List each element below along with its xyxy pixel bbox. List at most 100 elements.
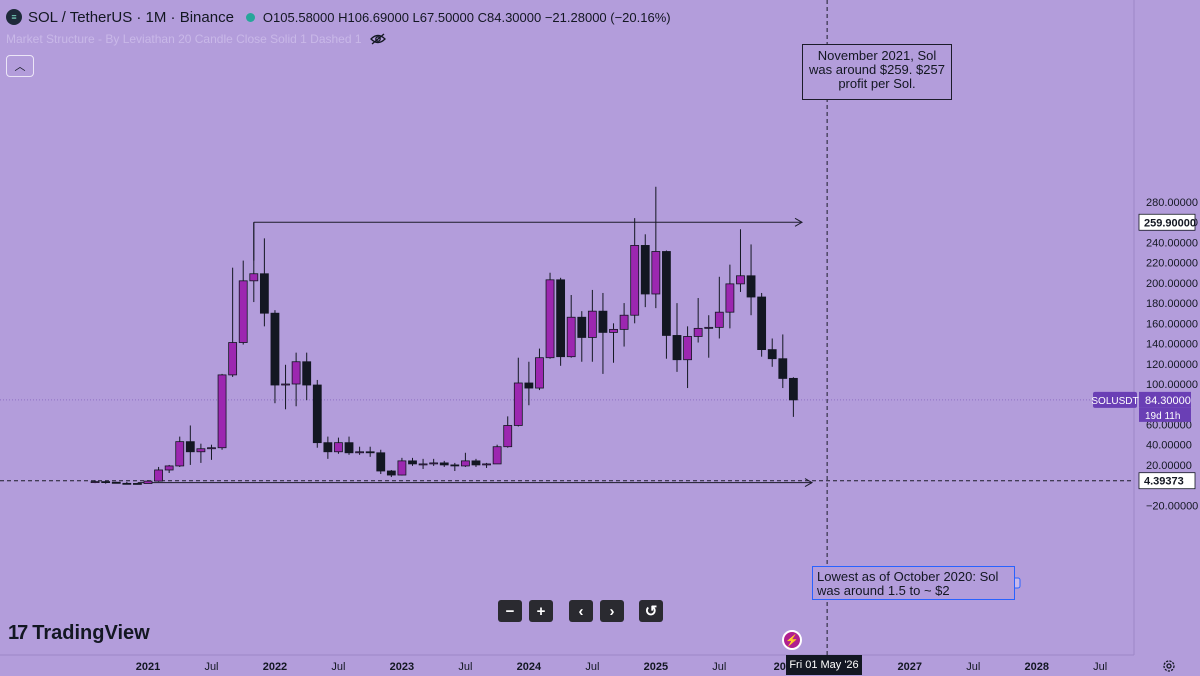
reset-chart-button[interactable]: ↺ — [639, 600, 663, 622]
tradingview-logo-icon: 17 — [8, 622, 28, 644]
candle-body — [281, 383, 290, 386]
candle-body — [545, 279, 555, 359]
candle-body — [408, 460, 417, 465]
y-tick-label: 280.00000 — [1146, 197, 1198, 209]
candle-body — [334, 442, 343, 453]
solana-logo-icon: ≡ — [6, 9, 22, 25]
candle-body — [630, 245, 640, 316]
y-tick-label: 60.00000 — [1146, 419, 1192, 431]
candle-body — [185, 441, 195, 453]
candle-body — [725, 283, 735, 313]
indicator-label: Market Structure - By Leviathan 20 Candl… — [6, 32, 362, 46]
indicator-legend[interactable]: Market Structure - By Leviathan 20 Candl… — [6, 32, 386, 46]
candle-body — [365, 451, 375, 454]
candle-body — [238, 280, 248, 343]
candle-body — [302, 361, 312, 386]
y-tick-label: 240.00000 — [1146, 237, 1198, 249]
scroll-right-button[interactable]: › — [600, 600, 624, 622]
lightning-icon[interactable]: ⚡ — [782, 630, 802, 650]
annotation-arrow-head — [794, 217, 804, 227]
candle-body — [323, 442, 333, 453]
plus-icon: + — [536, 602, 546, 620]
x-tick-label: 2023 — [390, 661, 414, 673]
candle-body — [122, 482, 132, 485]
candle-body — [312, 384, 322, 444]
candle-body — [101, 481, 111, 484]
candle-body — [683, 336, 692, 361]
countdown-tag: 19d 11h — [1145, 411, 1180, 422]
chevron-right-icon: › — [609, 602, 615, 620]
candle-body — [154, 469, 163, 482]
symbol-title[interactable]: SOL / TetherUS · 1M · Binance — [28, 8, 234, 26]
candle-body — [228, 342, 238, 376]
candle-body — [207, 447, 216, 450]
y-tick-label: −20.00000 — [1146, 500, 1198, 512]
candle-body — [386, 470, 396, 476]
y-tick-label: 200.00000 — [1146, 278, 1198, 290]
level-price-tag: 4.39373 — [1144, 476, 1184, 488]
candle-body — [429, 462, 439, 465]
candle-body — [513, 382, 523, 426]
candle-body — [788, 377, 798, 401]
y-tick-label: 120.00000 — [1146, 359, 1198, 371]
candle-body — [482, 463, 491, 466]
candle-body — [640, 245, 650, 295]
candle-body — [693, 327, 703, 337]
x-tick-label: 2027 — [898, 661, 922, 673]
candle-body — [535, 357, 544, 389]
y-tick-label: 160.00000 — [1146, 318, 1198, 330]
annotation-line: Lowest as of October 2020: Sol — [817, 569, 999, 584]
candle-body — [175, 441, 185, 467]
annotation-november-2021[interactable]: November 2021, Sol was around $259. $257… — [802, 44, 952, 100]
candle-body — [471, 460, 481, 466]
candle-body — [249, 273, 259, 282]
y-tick-label: 40.00000 — [1146, 440, 1192, 452]
countdown-tag-bg — [1139, 407, 1191, 422]
y-tick-label: 20.00000 — [1146, 460, 1192, 472]
x-tick-label: Jul — [331, 661, 345, 673]
candle-body — [651, 251, 661, 295]
candle-body — [344, 442, 354, 454]
annotation-line: was around $259. $257 — [809, 62, 945, 77]
candle-body — [164, 465, 174, 471]
x-tick-label: 2028 — [1024, 661, 1048, 673]
candle-body — [460, 460, 470, 467]
annotation-line: was around 1.5 to ~ $2 — [817, 583, 950, 598]
tradingview-brand[interactable]: 17 TradingView — [8, 622, 150, 645]
eye-off-icon[interactable] — [369, 33, 386, 45]
y-tick-label: 180.00000 — [1146, 298, 1198, 310]
y-tick-label: 140.00000 — [1146, 339, 1198, 351]
candle-body — [90, 481, 100, 484]
candle-body — [217, 374, 227, 449]
current-price-tag: 84.30000 — [1145, 395, 1191, 407]
x-tick-label: 2021 — [136, 661, 160, 673]
candle-body — [577, 316, 587, 338]
candle-body — [270, 312, 280, 386]
zoom-out-button[interactable]: − — [498, 600, 522, 622]
candle-body — [418, 463, 428, 466]
x-tick-label: 2022 — [263, 661, 287, 673]
x-tick-label: 2024 — [517, 661, 542, 673]
gear-icon[interactable] — [1162, 659, 1176, 673]
annotation-october-2020[interactable]: Lowest as of October 2020: Sol was aroun… — [812, 566, 1015, 600]
y-tick-label: 220.00000 — [1146, 258, 1198, 270]
scroll-left-button[interactable]: ‹ — [569, 600, 593, 622]
annotation-arrow-head — [804, 478, 814, 488]
collapse-legend-button[interactable]: ︿ — [6, 55, 34, 77]
zoom-in-button[interactable]: + — [529, 600, 553, 622]
crosshair-date-label: Fri 01 May '26 — [786, 655, 862, 675]
candle-body — [662, 251, 671, 336]
candle-body — [757, 296, 767, 351]
candle-body — [736, 275, 745, 285]
level-price-tag-bg — [1138, 472, 1196, 490]
symbol-price-tag: SOLUSDT — [1091, 396, 1138, 407]
candle-body — [291, 361, 301, 385]
level-price-tag: 259.90000 — [1144, 217, 1196, 229]
candle-body — [111, 481, 121, 484]
candle-body — [587, 310, 597, 338]
annotation-line: November 2021, Sol — [817, 48, 937, 63]
chart-header: ≡ SOL / TetherUS · 1M · Binance O105.580… — [6, 6, 671, 28]
candle-body — [397, 460, 407, 476]
